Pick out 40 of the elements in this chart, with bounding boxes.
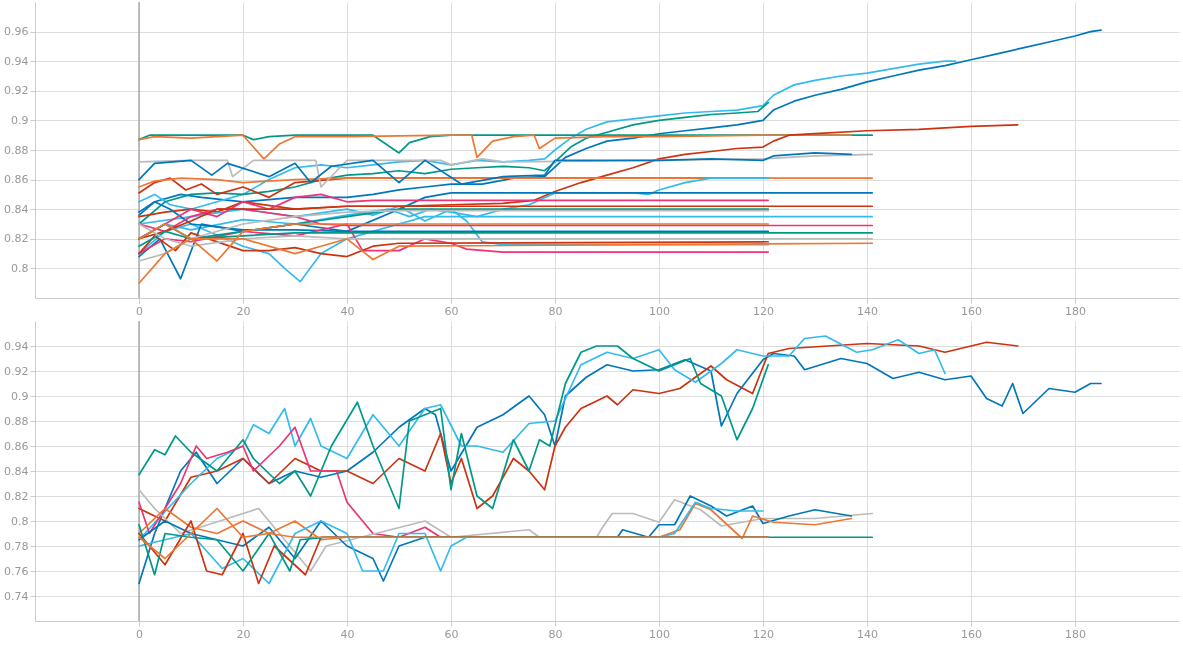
y-tick-label: 0.88	[4, 414, 29, 428]
x-tick-label: 140	[857, 627, 878, 641]
x-tick-label: 0	[136, 304, 143, 318]
y-tick-label: 0.92	[4, 364, 29, 378]
x-tick-label: 80	[548, 304, 563, 318]
y-tick-label: 0.8	[11, 261, 29, 275]
y-tick-label: 0.84	[4, 464, 29, 478]
y-tick-label: 0.96	[4, 25, 29, 39]
y-tick-label: 0.88	[4, 143, 29, 157]
y-tick-label: 0.86	[4, 173, 29, 187]
x-tick-label: 140	[857, 304, 878, 318]
x-tick-label: 120	[753, 627, 774, 641]
y-tick-label: 0.94	[4, 54, 29, 68]
y-tick-label: 0.9	[11, 389, 29, 403]
x-tick-label: 120	[753, 304, 774, 318]
x-tick-label: 160	[961, 627, 982, 641]
y-tick-label: 0.92	[4, 84, 29, 98]
y-tick-label: 0.94	[4, 339, 29, 353]
x-tick-label: 100	[649, 304, 670, 318]
y-tick-label: 0.8	[11, 514, 29, 528]
x-tick-label: 40	[340, 304, 355, 318]
x-tick-label: 20	[236, 627, 251, 641]
x-tick-label: 180	[1065, 304, 1086, 318]
x-tick-label: 20	[236, 304, 251, 318]
x-tick-label: 180	[1065, 627, 1086, 641]
y-tick-label: 0.82	[4, 489, 29, 503]
y-tick-label: 0.78	[4, 539, 29, 553]
y-tick-label: 0.9	[11, 113, 29, 127]
x-tick-label: 80	[548, 627, 563, 641]
y-tick-label: 0.76	[4, 564, 29, 578]
x-tick-label: 160	[961, 304, 982, 318]
y-tick-label: 0.86	[4, 439, 29, 453]
x-tick-label: 0	[136, 627, 143, 641]
x-tick-label: 60	[444, 627, 459, 641]
y-tick-label: 0.82	[4, 232, 29, 246]
x-tick-label: 60	[444, 304, 459, 318]
x-tick-label: 100	[649, 627, 670, 641]
x-tick-label: 40	[340, 627, 355, 641]
y-tick-label: 0.84	[4, 202, 29, 216]
y-tick-label: 0.74	[4, 589, 29, 603]
